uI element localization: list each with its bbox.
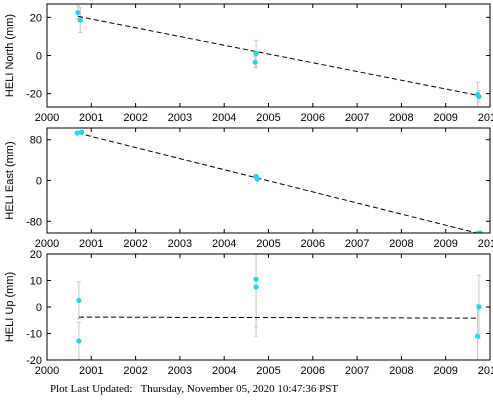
x-tick-label: 2006: [301, 238, 325, 250]
x-tick-label: 2000: [35, 238, 59, 250]
panel-east: 2000 2001 2002 2003 2004 2005 2006 2007 2008 2009…: [4, 127, 493, 250]
x-tick-label: 2004: [212, 238, 236, 250]
data-point: [474, 333, 481, 339]
data-point: [252, 59, 258, 65]
x-tick-label: 2005: [256, 238, 280, 250]
x-tick-label: 2004: [212, 365, 236, 377]
y-tick-label: 20: [30, 12, 42, 24]
x-tick-label: 2000: [35, 365, 59, 377]
x-tick-label: 2003: [168, 365, 192, 377]
x-tick-label: 2009: [433, 238, 457, 250]
data-point: [77, 17, 83, 23]
data-point: [254, 176, 261, 182]
x-tick-label: 2001: [79, 112, 103, 124]
data-point: [253, 284, 259, 290]
x-tick-label: 2005: [256, 112, 280, 124]
data-point: [253, 276, 259, 282]
x-tick-label: 2006: [301, 365, 325, 377]
data-layer: [74, 129, 483, 233]
x-tick-label: 2002: [123, 365, 147, 377]
x-tick-label: 2008: [389, 112, 413, 124]
x-tick-label: 2003: [168, 238, 192, 250]
x-tick-label: 2009: [433, 112, 457, 124]
x-tick-label: 2005: [256, 365, 280, 377]
plot-updated-footer: Plot Last Updated: Thursday, November 05…: [50, 383, 338, 395]
data-point: [74, 130, 80, 136]
x-tick-label: 2007: [345, 112, 369, 124]
footer-timestamp: Thursday, November 05, 2020 10:47:36 PST: [140, 383, 339, 395]
data-point: [476, 304, 482, 310]
data-point: [76, 297, 82, 303]
data-point: [477, 230, 483, 233]
trend-line: [77, 15, 480, 97]
y-axis-label: HELI Up (mm): [4, 272, 16, 342]
data-point: [75, 9, 81, 16]
plot-frame: [46, 3, 491, 108]
data-point: [476, 93, 482, 100]
y-tick-label: -80: [26, 216, 42, 228]
trend-line: [77, 132, 479, 233]
trend-line: [78, 316, 479, 319]
plot-frame: [46, 253, 491, 361]
footer-label: Plot Last Updated:: [50, 383, 133, 395]
x-tick-label: 2008: [389, 365, 413, 377]
data-layer: [75, 5, 482, 107]
x-tick-label: 2004: [212, 112, 236, 124]
y-tick-label: 0: [36, 302, 42, 314]
x-tick-label: 2007: [345, 238, 369, 250]
panel-north: 2000 2001 2002 2003 2004 2005 2006 2007 2008 2009…: [4, 3, 493, 124]
x-tick-label: 2006: [301, 112, 325, 124]
x-tick-label: 2002: [123, 238, 147, 250]
x-tick-label: 2001: [79, 238, 103, 250]
y-tick-label: 10: [30, 276, 42, 288]
data-point: [76, 338, 82, 344]
y-tick-label: -20: [26, 355, 42, 367]
y-tick-label: -10: [26, 329, 42, 341]
x-tick-label: 2003: [168, 112, 192, 124]
y-tick-label: 0: [36, 176, 42, 188]
y-axis-label: HELI East (mm): [4, 141, 16, 219]
x-tick-label: 2008: [389, 238, 413, 250]
x-tick-label: 2000: [35, 112, 59, 124]
y-tick-label: 0: [36, 51, 42, 63]
x-tick-label: 2001: [79, 365, 103, 377]
x-tick-label: 2002: [123, 112, 147, 124]
x-tick-label: 2009: [433, 365, 457, 377]
y-tick-label: 80: [30, 135, 42, 147]
x-tick-label: 2007: [345, 365, 369, 377]
data-point: [78, 129, 85, 135]
data-point: [253, 50, 259, 57]
panel-up: 2000 2001 2002 2003 2004 2005 2006 2007 2008 2009…: [4, 249, 493, 377]
y-tick-label: 20: [30, 249, 42, 261]
y-axis-label: HELI North (mm): [4, 14, 16, 97]
data-layer: [76, 254, 482, 360]
y-tick-label: -20: [26, 89, 42, 101]
